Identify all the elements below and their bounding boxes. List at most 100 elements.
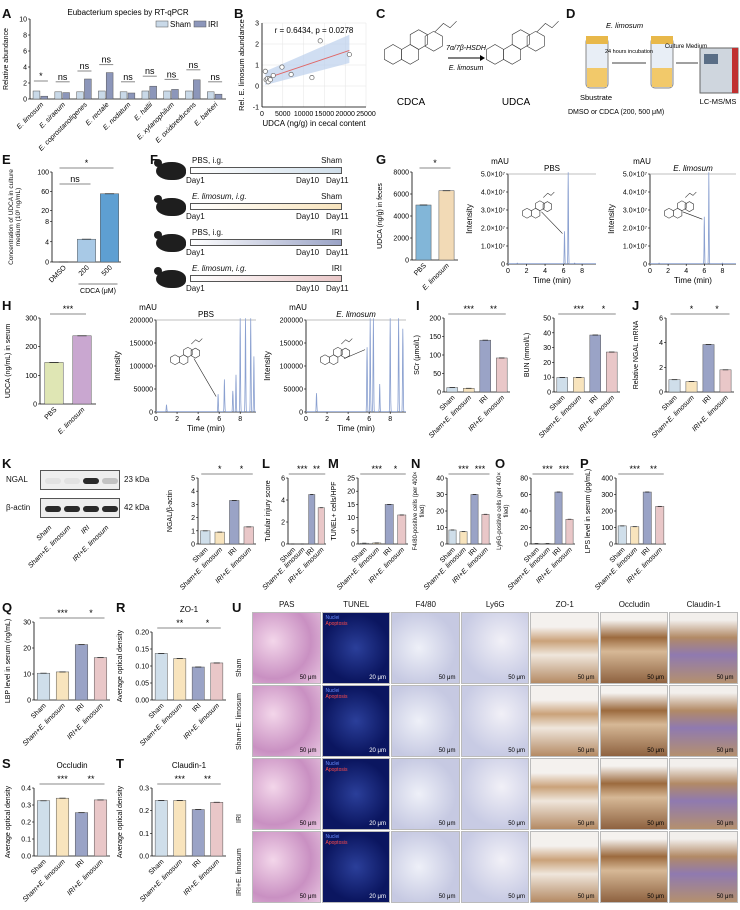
- y-tick-label: 100000: [280, 364, 303, 371]
- cdca-label: CDCA: [397, 97, 426, 108]
- y-tick-label: 0.05: [135, 681, 149, 688]
- y-axis-label: Concentration of UDCA in culture medium …: [8, 169, 23, 265]
- bar: [702, 344, 715, 393]
- x-tick-label: DMSO: [48, 264, 68, 284]
- scatter-point: [270, 72, 276, 79]
- y-axis-label: F4/80-positive cells (per 400× filed): [413, 471, 426, 551]
- regression-line: [265, 49, 350, 80]
- side-chain: [685, 191, 697, 198]
- bar: [685, 381, 698, 393]
- bar: [191, 809, 205, 857]
- y-tick-label: 0.3: [21, 803, 31, 810]
- molecule-structure-icon: [170, 338, 203, 366]
- bar-sham: [207, 91, 215, 100]
- incubation-label: 24 hours incubation: [605, 49, 653, 55]
- bar: [630, 526, 640, 545]
- x-tick-label: IRI: [75, 858, 86, 869]
- y-axis-label: Relative abundance: [3, 28, 10, 90]
- y-tick-label: 0.15: [135, 647, 149, 654]
- y-tick-label: -1: [253, 105, 259, 112]
- column-header: PAS: [279, 600, 295, 609]
- blot-strip: [40, 470, 120, 490]
- x-tick-label: 4: [684, 268, 688, 275]
- significance-label: ***: [57, 774, 68, 784]
- instrument-screen: [704, 54, 718, 64]
- legend-label: IRI: [208, 20, 218, 29]
- y-tick-label: 4: [659, 340, 663, 347]
- substrate-label: Sbustrate: [580, 93, 612, 102]
- y-tick-label: 6: [659, 316, 663, 323]
- bar: [308, 494, 316, 545]
- scale-bar-label: 50 μm: [577, 748, 595, 754]
- x-tick-label: 2: [325, 416, 329, 423]
- bar: [448, 529, 457, 545]
- x-tick-label: Sham: [30, 702, 48, 720]
- y-tick-label: 0.4: [21, 786, 31, 793]
- scale-bar-label: 50 μm: [438, 675, 456, 681]
- chromatogram-h-7: 0 50000 100000 150000 200000 0 2 4 6 8 Time (min) I…: [113, 303, 256, 433]
- bar: [655, 506, 665, 545]
- y-tick-label: 30: [23, 620, 31, 627]
- column-header: Ly6G: [485, 600, 505, 609]
- y-tick-label: 30: [436, 492, 444, 499]
- bar: [573, 377, 585, 393]
- confidence-band: [265, 34, 350, 85]
- tunel-legend: Nuclei Apoptosis: [326, 834, 348, 846]
- y-tick-label: 2: [281, 520, 285, 527]
- micrograph-claudin-1: 50 μm: [669, 831, 738, 903]
- chart-title: PBS: [544, 164, 560, 173]
- micrograph-occludin: 50 μm: [599, 685, 668, 757]
- chromatogram-h-8: 0 50000 100000 150000 200000 0 2 4 6 8 Time (min) I…: [263, 303, 406, 433]
- day-label: Day1: [186, 212, 205, 221]
- unit-label: mAU: [633, 157, 651, 166]
- bar: [463, 388, 475, 393]
- bar: [173, 658, 187, 701]
- x-tick-label: 0: [260, 111, 264, 118]
- bar: [210, 802, 224, 857]
- y-tick-label: 150000: [280, 341, 303, 348]
- instrument-panel: [732, 48, 738, 93]
- day-label: Day10: [296, 284, 320, 293]
- micrograph-f4-80: 50 μm: [391, 758, 460, 830]
- arrow: [193, 358, 217, 397]
- y-tick-label: 0: [524, 542, 528, 549]
- x-tick-label: 20000: [335, 111, 355, 118]
- side-chain: [536, 20, 559, 33]
- ring: [511, 29, 530, 50]
- chromatogram-trace: [156, 318, 256, 412]
- day-label: Day1: [186, 284, 205, 293]
- panel-label-j: J: [632, 298, 640, 313]
- panel-label-c: C: [376, 6, 386, 21]
- panel-label-n: N: [411, 456, 421, 471]
- bar: [191, 666, 205, 701]
- x-tick-label: 4: [346, 416, 350, 423]
- y-tick-label: 1: [255, 63, 259, 70]
- y-tick-label: 3.0×10⁷: [481, 208, 506, 215]
- y-tick-label: 3: [191, 502, 195, 509]
- legend-nuclei: Nuclei: [325, 834, 340, 840]
- x-tick-label: PBS: [44, 406, 59, 421]
- scale-bar-label: 50 μm: [577, 675, 595, 681]
- significance-label: ns: [58, 72, 68, 82]
- x-tick-label: Sham: [30, 858, 48, 876]
- bar: [479, 339, 491, 393]
- chart-title: E. limosum: [336, 310, 376, 319]
- x-tick-label: 4: [543, 268, 547, 275]
- x-tick-label: 0: [304, 416, 308, 423]
- x-tick-label: 5000: [275, 111, 291, 118]
- y-tick-label: 60: [41, 189, 49, 196]
- micrograph-f4-80: 50 μm: [391, 612, 460, 684]
- bar: [72, 335, 92, 405]
- significance-label: ns: [123, 72, 133, 82]
- band-size: 23 kDa: [124, 475, 150, 484]
- blot-band: [83, 506, 99, 512]
- panel-label-f: F: [150, 152, 158, 167]
- y-tick-label: 10: [19, 17, 27, 24]
- scale-bar-label: 50 μm: [438, 821, 456, 827]
- bar: [481, 514, 490, 545]
- y-tick-label: 0: [609, 542, 613, 549]
- y-tick-label: 0.2: [21, 820, 31, 827]
- x-tick-label: IRI: [702, 394, 713, 405]
- organism-label: E. limosum: [449, 65, 484, 72]
